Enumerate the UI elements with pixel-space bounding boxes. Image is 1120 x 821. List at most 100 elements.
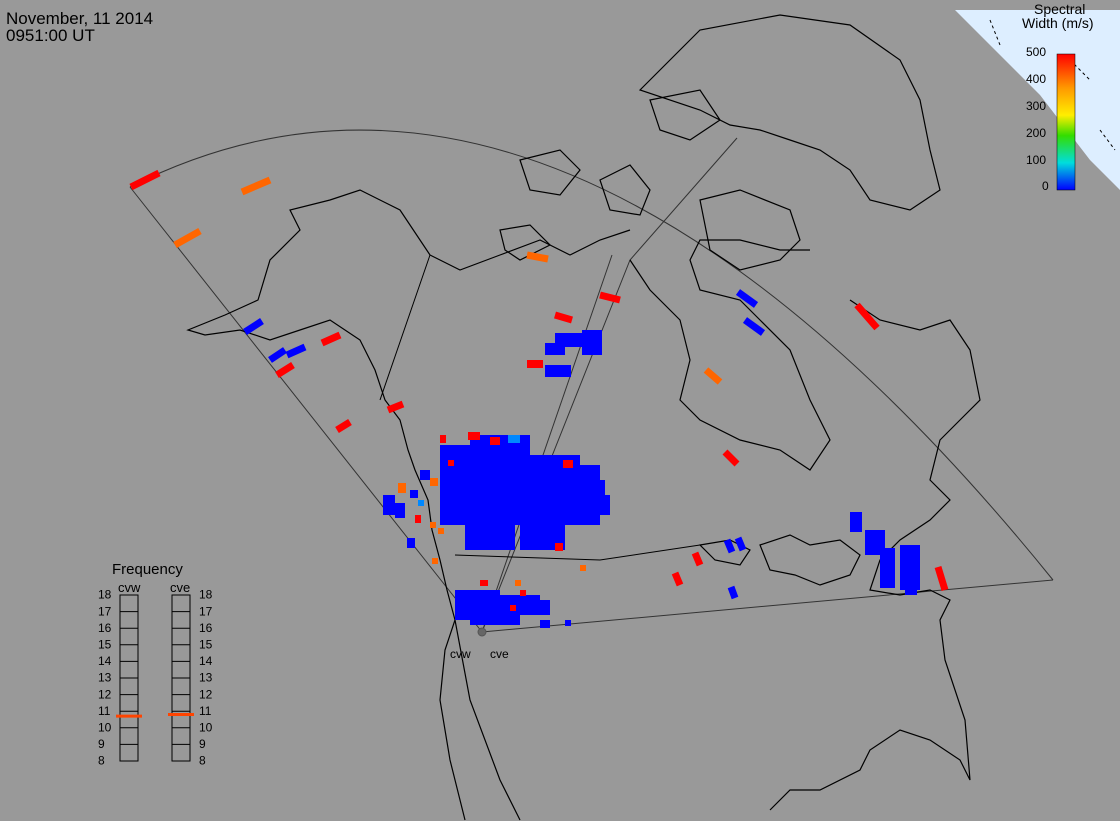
data-cell	[129, 169, 161, 191]
frequency-tick: 11	[98, 704, 111, 718]
data-cell	[535, 600, 550, 615]
alaska-border	[379, 254, 431, 401]
frequency-tick: 8	[199, 754, 206, 768]
colorbar-tick-300: 300	[1026, 99, 1046, 113]
alaska-north	[429, 229, 631, 271]
data-cell	[600, 495, 610, 515]
hudson-bay	[629, 239, 831, 471]
data-cell	[508, 435, 520, 443]
date-label: November, 11 2014	[6, 9, 154, 28]
data-cell	[554, 311, 573, 324]
frequency-tick: 15	[98, 638, 112, 652]
data-cell	[515, 580, 521, 586]
frequency-tick: 8	[98, 754, 105, 768]
data-cell	[240, 176, 272, 196]
frequency-tick: 16	[199, 621, 213, 635]
data-cell	[335, 419, 352, 433]
data-cell	[410, 490, 418, 498]
colorbar-tick-500: 500	[1026, 45, 1046, 59]
data-cell	[465, 520, 515, 550]
data-cell	[510, 605, 516, 611]
colorbar-tick-400: 400	[1026, 72, 1046, 86]
colorbar-tick-0: 0	[1042, 179, 1049, 193]
data-cell	[438, 528, 444, 534]
data-cell	[275, 362, 295, 378]
data-cell	[671, 571, 684, 587]
frequency-tick: 10	[199, 721, 213, 735]
frequency-label-cvw: cvw	[118, 580, 141, 595]
borders	[379, 254, 701, 561]
arctic-islands	[499, 89, 721, 261]
data-cell	[520, 590, 526, 596]
data-cell	[565, 620, 571, 626]
frequency-title: Frequency	[112, 561, 183, 578]
data-cell	[722, 449, 740, 467]
coastlines	[186, 14, 981, 821]
data-cell	[515, 595, 540, 615]
lake-huron	[698, 539, 751, 566]
colorbar-gradient	[1056, 53, 1076, 191]
data-cell	[386, 400, 405, 414]
data-cell	[527, 360, 543, 368]
data-cell	[545, 365, 571, 377]
data-cell	[723, 538, 736, 554]
data-cell	[880, 548, 895, 588]
frequency-label-cve: cve	[170, 580, 190, 595]
data-cell	[580, 565, 586, 571]
frequency-tick: 11	[199, 704, 212, 718]
frequency-scale: 18 17 16 15 14 13 12 11 10 9 8 18 17 16 15 14 13 12 11 10 9 8	[98, 588, 213, 768]
data-cell	[243, 318, 264, 335]
frequency-tick: 9	[199, 737, 206, 751]
data-cell	[285, 343, 307, 359]
data-cell	[854, 302, 880, 331]
data-cell	[448, 460, 454, 466]
data-cell	[526, 251, 549, 263]
radar-site-marker	[477, 627, 487, 637]
data-cell	[905, 565, 917, 595]
data-cell	[555, 333, 583, 347]
radar-data	[129, 169, 949, 628]
terminator-line	[989, 19, 1116, 151]
baffin	[699, 189, 801, 271]
data-cell	[407, 538, 415, 548]
data-cell	[173, 227, 202, 249]
data-cell	[432, 558, 438, 564]
data-cell	[540, 620, 550, 628]
data-cell	[430, 522, 436, 528]
colorbar-title-2: Width (m/s)	[1022, 15, 1094, 31]
data-cell	[850, 512, 862, 532]
data-cell	[727, 585, 739, 600]
data-cell	[320, 331, 342, 347]
data-cell	[440, 435, 446, 443]
daylight-region	[955, 10, 1120, 190]
time-label: 0951:00 UT	[6, 26, 95, 45]
radar-label-cve: cve	[490, 647, 509, 661]
data-cell	[703, 367, 723, 385]
frequency-tick: 16	[98, 621, 112, 635]
frequency-tick: 14	[98, 654, 112, 668]
data-cell	[510, 440, 518, 448]
data-cell	[490, 437, 500, 445]
data-cell	[468, 432, 480, 440]
data-cell	[383, 495, 395, 515]
us-canada-border	[454, 544, 701, 561]
frequency-tick: 12	[199, 687, 213, 701]
frequency-panel: Frequency cvw cve 1817161514131211109818…	[98, 561, 213, 768]
frequency-tick: 10	[98, 721, 112, 735]
data-cell	[395, 503, 405, 518]
frequency-tick: 18	[98, 588, 112, 602]
fov-west-edge	[129, 186, 483, 633]
data-cell	[555, 543, 563, 551]
frequency-tick: 12	[98, 687, 112, 701]
greenland	[638, 14, 941, 211]
frequency-tick: 15	[199, 638, 213, 652]
frequency-tick: 9	[98, 737, 105, 751]
frequency-tick: 14	[199, 654, 213, 668]
data-cell	[582, 330, 602, 355]
mexico-coast	[454, 619, 521, 821]
data-cell	[418, 500, 424, 506]
data-cell	[735, 289, 759, 308]
fov-inner-line-2	[481, 254, 613, 633]
data-cell	[480, 580, 488, 586]
